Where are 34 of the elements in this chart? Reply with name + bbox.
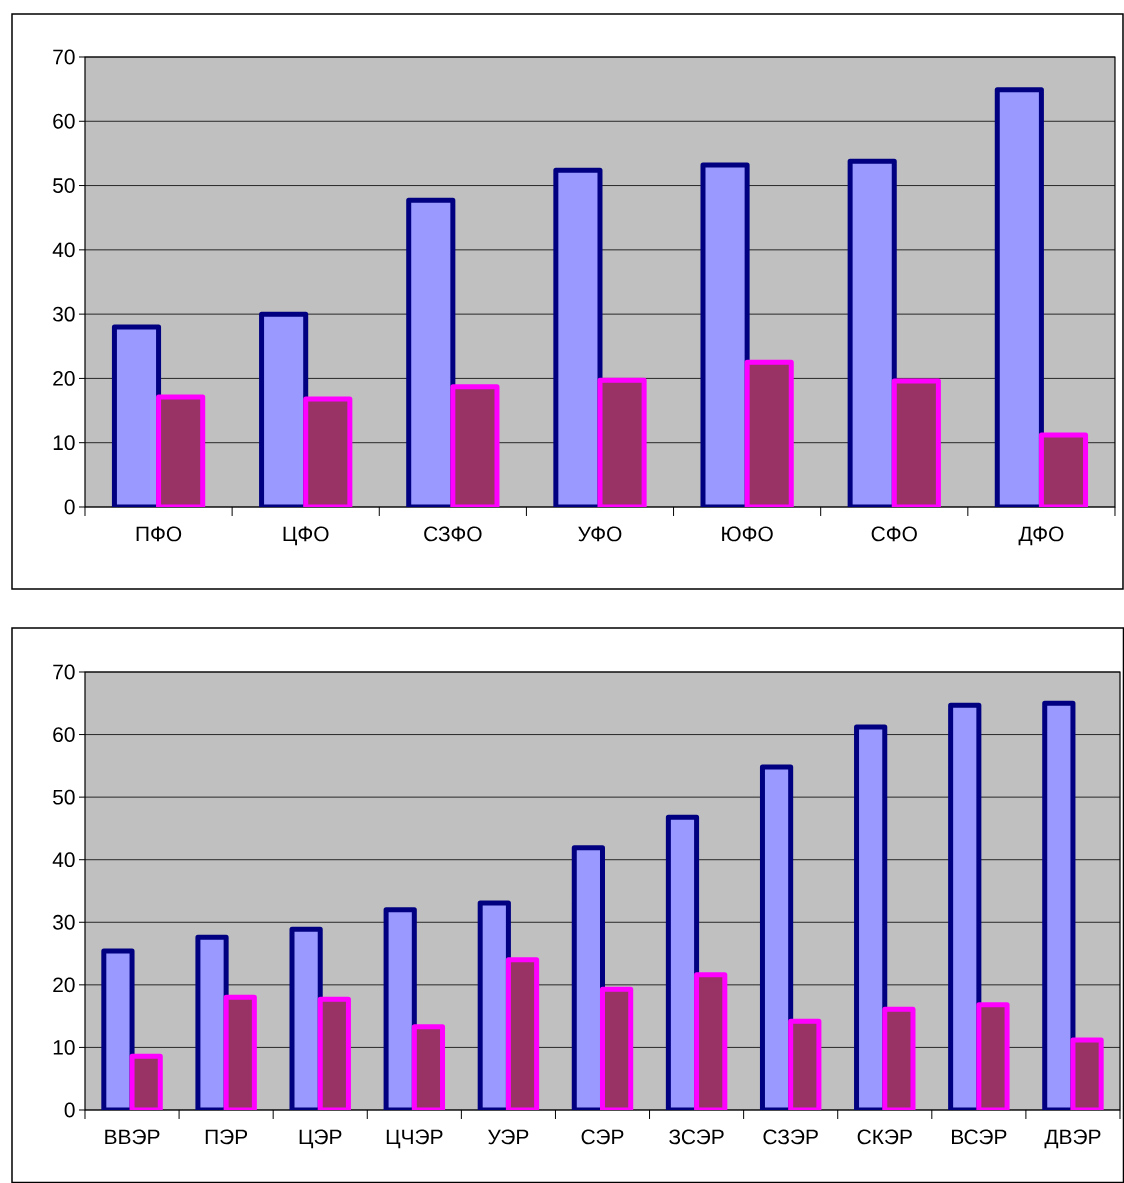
y-tick-label: 20 xyxy=(53,371,75,386)
x-tick-label: ПЭР xyxy=(205,1129,248,1145)
x-tick-label: ДФО xyxy=(1018,526,1064,546)
y-tick-label: 50 xyxy=(53,789,75,805)
x-tick-label: СЭР xyxy=(581,1129,624,1145)
x-tick-label: УФО xyxy=(578,526,622,542)
y-tick-label: 60 xyxy=(53,113,75,129)
x-tick-label: ВВЭР xyxy=(105,1129,160,1145)
y-tick-label: 20 xyxy=(53,977,75,993)
y-tick-label: 0 xyxy=(64,499,75,515)
y-tick-label: 40 xyxy=(52,242,75,258)
y-tick-label: 70 xyxy=(53,49,75,65)
x-tick-label: СФО xyxy=(871,526,917,542)
x-tick-label: ЦЧЭР xyxy=(386,1129,443,1149)
x-tick-label: УЭР xyxy=(488,1129,529,1145)
y-tick-label: 70 xyxy=(53,664,75,680)
y-tick-label: 40 xyxy=(52,852,75,868)
y-tick-label: 50 xyxy=(53,178,75,193)
y-tick-label: 30 xyxy=(53,306,75,322)
x-tick-label: ДВЭР xyxy=(1044,1129,1101,1149)
x-tick-label: СКЭР xyxy=(857,1129,912,1145)
x-tick-label: ЮФО xyxy=(722,526,773,542)
x-tick-label: ЗСЭР xyxy=(669,1129,724,1145)
x-tick-label: СЗФО xyxy=(424,526,482,542)
x-tick-label: ВСЭР xyxy=(952,1129,1007,1145)
y-tick-label: 0 xyxy=(64,1102,75,1118)
x-tick-label: СЗЭР xyxy=(763,1129,818,1145)
y-tick-label: 60 xyxy=(53,727,75,742)
x-tick-label: ЦФО xyxy=(283,526,329,546)
x-tick-label: ЦЭР xyxy=(299,1129,342,1149)
y-tick-label: 10 xyxy=(53,435,75,451)
y-tick-label: 10 xyxy=(53,1040,75,1055)
x-tick-label: ПФО xyxy=(136,526,182,542)
y-tick-label: 30 xyxy=(53,914,75,930)
